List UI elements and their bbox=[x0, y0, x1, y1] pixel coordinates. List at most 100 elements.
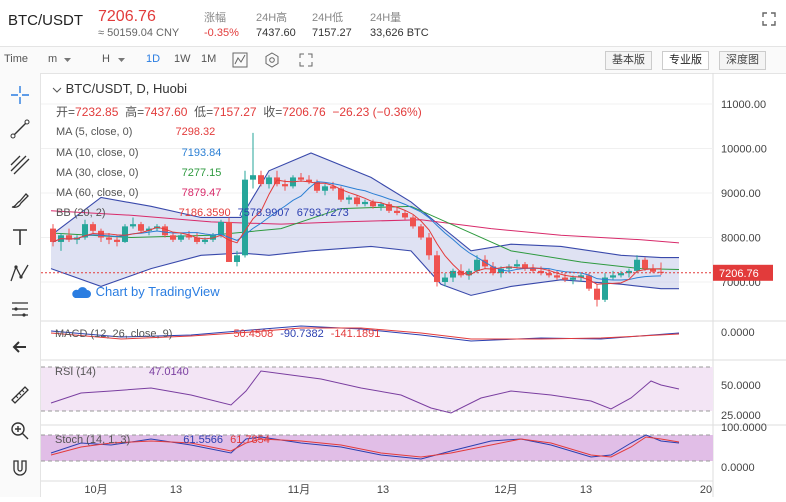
candle bbox=[282, 184, 288, 187]
stoch-legend: Stoch (14, 1, 3) 61.5566 61.7854 bbox=[55, 434, 270, 446]
settings-icon[interactable] bbox=[264, 52, 280, 68]
text-icon[interactable] bbox=[8, 225, 32, 249]
candle bbox=[66, 235, 72, 240]
chevron-down-icon[interactable] bbox=[118, 58, 125, 62]
candle bbox=[482, 259, 488, 267]
candle bbox=[138, 224, 144, 231]
candle bbox=[106, 237, 112, 240]
candle bbox=[234, 255, 240, 262]
crosshair-icon[interactable] bbox=[8, 83, 32, 107]
rsi-axis-label: 50.0000 bbox=[721, 380, 761, 392]
stat-value-change: -0.35% bbox=[204, 27, 239, 39]
candle bbox=[610, 275, 616, 278]
expand-icon[interactable] bbox=[298, 52, 314, 68]
stoch-d-line bbox=[50, 436, 680, 458]
candle bbox=[450, 270, 456, 278]
candle bbox=[522, 264, 528, 269]
magnet-icon[interactable] bbox=[8, 457, 32, 481]
ma60-label: MA (60, close, 0) bbox=[56, 187, 139, 199]
macd-label: MACD (12, 26, close, 9) bbox=[55, 328, 173, 340]
chart-area[interactable]: 11000.00 10000.00 9000.00 8000.00 7000.00 0.0… bbox=[41, 73, 786, 502]
last-price-tag-text: 7206.76 bbox=[719, 268, 759, 280]
candle bbox=[226, 221, 232, 262]
candle bbox=[514, 264, 520, 267]
view-pro[interactable]: 专业版 bbox=[662, 51, 709, 70]
price-axis-label: 9000.00 bbox=[721, 188, 761, 200]
time-axis-label: 13 bbox=[377, 484, 389, 496]
candle bbox=[402, 213, 408, 218]
interval-minutes[interactable]: m bbox=[48, 53, 58, 65]
stat-label-volume: 24H量 bbox=[370, 12, 402, 24]
view-depth[interactable]: 深度图 bbox=[719, 51, 766, 70]
interval-1m[interactable]: 1M bbox=[201, 53, 217, 65]
rsi-legend: RSI (14) 47.0140 bbox=[55, 366, 189, 378]
trend-line-icon[interactable] bbox=[8, 117, 32, 141]
last-price-tag bbox=[713, 264, 773, 281]
brush-icon[interactable] bbox=[8, 189, 32, 213]
ohlc-legend: 开=7232.85 高=7437.60 低=7157.27 收=7206.76 … bbox=[56, 103, 422, 120]
candle bbox=[146, 228, 152, 231]
collapse-icon[interactable] bbox=[52, 85, 62, 95]
fib-retracement-icon[interactable] bbox=[8, 153, 32, 177]
candle bbox=[250, 175, 256, 180]
candle bbox=[218, 221, 224, 236]
stat-value-high: 7437.60 bbox=[256, 27, 296, 39]
rsi-value: 47.0140 bbox=[149, 366, 189, 378]
bb-fill bbox=[51, 152, 679, 296]
interval-1d[interactable]: 1D bbox=[146, 53, 161, 65]
open-label: 开= bbox=[56, 105, 76, 119]
rsi-axis-label: 25.0000 bbox=[721, 410, 761, 422]
candle bbox=[578, 275, 584, 278]
candle bbox=[50, 228, 56, 242]
macd-value-1: 50.4508 bbox=[233, 328, 274, 340]
low-value: 7157.27 bbox=[213, 105, 257, 119]
stoch-label: Stoch (14, 1, 3) bbox=[55, 434, 131, 446]
measure-icon[interactable] bbox=[8, 297, 32, 321]
high-label: 高= bbox=[125, 105, 145, 119]
ma10-legend: MA (10, close, 0) 7193.84 bbox=[56, 147, 221, 159]
macd-axis-label: 0.0000 bbox=[721, 327, 755, 339]
candle bbox=[426, 237, 432, 256]
zoom-in-icon[interactable] bbox=[8, 419, 32, 443]
candle bbox=[314, 181, 320, 191]
tradingview-branding[interactable]: Chart by TradingView bbox=[70, 284, 220, 299]
ma30-legend: MA (30, close, 0) 7277.15 bbox=[56, 167, 221, 179]
close-label: 收= bbox=[263, 105, 283, 119]
change-value: −26.23 (−0.36%) bbox=[332, 105, 422, 119]
time-axis-label: 12月 bbox=[494, 484, 517, 496]
candle bbox=[82, 224, 88, 238]
fullscreen-icon[interactable] bbox=[762, 12, 776, 26]
back-arrow-icon[interactable] bbox=[8, 335, 32, 359]
candle bbox=[418, 226, 424, 238]
candle bbox=[170, 235, 176, 240]
ma30-value: 7277.15 bbox=[181, 167, 222, 179]
chart-toolbar: Time m H 1D 1W 1M 基本版 专业版 深度图 bbox=[0, 46, 786, 74]
candle bbox=[506, 266, 512, 269]
view-basic[interactable]: 基本版 bbox=[605, 51, 652, 70]
time-label: Time bbox=[4, 53, 29, 65]
low-label: 低= bbox=[194, 105, 214, 119]
interval-hours[interactable]: H bbox=[102, 53, 110, 65]
candle bbox=[370, 201, 376, 207]
candle bbox=[178, 235, 184, 240]
candle bbox=[594, 288, 600, 300]
time-axis-label: 11月 bbox=[288, 484, 310, 496]
candle bbox=[642, 259, 648, 269]
ruler-icon[interactable] bbox=[8, 383, 32, 407]
pattern-icon[interactable] bbox=[8, 261, 32, 285]
candle bbox=[538, 270, 544, 274]
bb-label: BB (20, 2) bbox=[56, 207, 106, 219]
symbol-title: BTC/USDT, D, Huobi bbox=[52, 81, 187, 96]
stat-value-volume: 33,626 BTC bbox=[370, 27, 429, 39]
chevron-down-icon[interactable] bbox=[64, 58, 71, 62]
ma60-value: 7879.47 bbox=[181, 187, 222, 199]
pair-name: BTC/USDT bbox=[8, 12, 83, 29]
chart-canvas[interactable]: 11000.0010000.009000.008000.007000.000.0… bbox=[41, 73, 786, 497]
branding-text: Chart by TradingView bbox=[95, 284, 220, 299]
candle bbox=[354, 197, 360, 205]
rsi-label: RSI (14) bbox=[55, 366, 96, 378]
indicator-icon[interactable] bbox=[232, 52, 248, 68]
interval-1w[interactable]: 1W bbox=[174, 53, 191, 65]
candle bbox=[322, 186, 328, 191]
candle bbox=[202, 239, 208, 242]
